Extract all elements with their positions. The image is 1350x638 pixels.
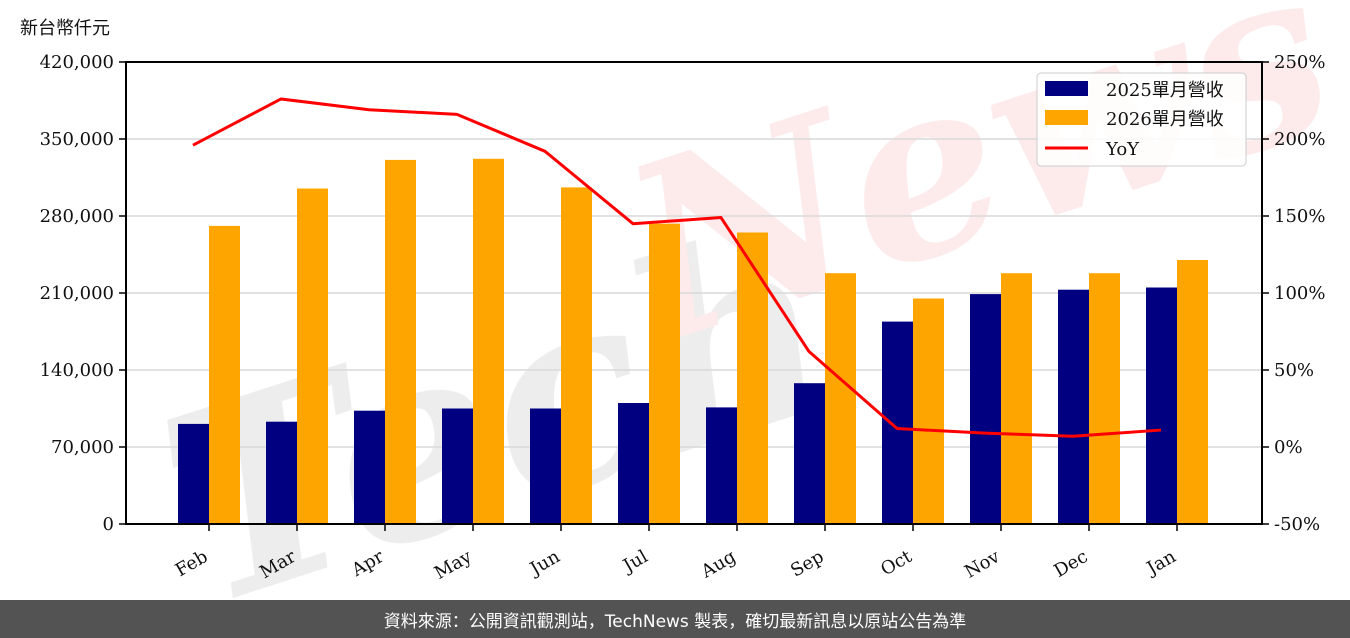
chart: Tech News 070,000140,000210,000280,00035… bbox=[40, 0, 1350, 600]
y-axis-unit-label: 新台幣仟元 bbox=[20, 18, 110, 39]
bar-2026-oct bbox=[913, 298, 944, 524]
legend-swatch-2025 bbox=[1045, 81, 1088, 96]
x-tick-label-jan: Jan bbox=[1142, 546, 1180, 580]
y2-tick-label: 0% bbox=[1274, 437, 1303, 458]
bar-series bbox=[178, 158, 1208, 525]
bar-2026-apr bbox=[385, 159, 416, 524]
y-tick-label: 280,000 bbox=[40, 206, 114, 227]
bar-2025-mar bbox=[266, 421, 297, 524]
x-tick-label-dec: Dec bbox=[1051, 546, 1092, 582]
y-axis-right-ticks: -50% 0% 50% 100% 150% 200% 250% bbox=[1262, 52, 1325, 535]
legend: 2025單月營收 2026單月營收 YoY bbox=[1036, 72, 1247, 167]
y-tick-label: 210,000 bbox=[40, 283, 114, 304]
bar-2025-jan bbox=[1146, 287, 1177, 524]
y-tick-label: 0 bbox=[103, 514, 114, 535]
bar-2025-oct bbox=[882, 321, 913, 524]
legend-label-2025: 2025單月營收 bbox=[1106, 80, 1224, 101]
legend-swatch-2026 bbox=[1045, 110, 1088, 125]
bar-2025-jun bbox=[530, 408, 561, 524]
bar-2025-feb bbox=[178, 423, 209, 524]
bar-2026-jan bbox=[1177, 260, 1208, 524]
bar-2025-aug bbox=[706, 407, 737, 524]
x-tick-label-oct: Oct bbox=[877, 546, 916, 581]
bar-2025-jul bbox=[618, 403, 649, 524]
y-tick-label: 140,000 bbox=[40, 360, 114, 381]
bar-2026-aug bbox=[737, 232, 768, 524]
y2-tick-label: 250% bbox=[1274, 52, 1325, 73]
bar-2025-apr bbox=[354, 410, 385, 524]
x-tick-label-nov: Nov bbox=[961, 546, 1004, 583]
bar-2025-may bbox=[442, 408, 473, 524]
bar-2026-jun bbox=[561, 187, 592, 524]
svg-text:News: News bbox=[590, 0, 1350, 398]
source-footer: 資料來源：公開資訊觀測站，TechNews 製表，確切最新訊息以原站公告為準 bbox=[0, 600, 1350, 638]
bar-2026-dec bbox=[1089, 273, 1120, 524]
yoy-line-series bbox=[192, 97, 1162, 438]
footer-text: 資料來源：公開資訊觀測站，TechNews 製表，確切最新訊息以原站公告為準 bbox=[383, 611, 967, 632]
y-tick-label: 350,000 bbox=[40, 129, 114, 150]
y-axis-left-ticks: 0 70,000 140,000 210,000 280,000 350,000 420,0… bbox=[40, 52, 126, 535]
y-tick-label: 420,000 bbox=[40, 52, 114, 73]
y2-tick-label: 200% bbox=[1274, 129, 1325, 150]
x-tick-label-jul: Jul bbox=[618, 546, 652, 578]
y2-tick-label: 100% bbox=[1274, 283, 1325, 304]
yoy-line bbox=[192, 97, 1162, 438]
bar-2026-mar bbox=[297, 188, 328, 524]
legend-label-yoy: YoY bbox=[1105, 139, 1140, 160]
bar-2025-sep bbox=[794, 383, 825, 524]
bar-2026-may bbox=[473, 158, 504, 525]
bar-2026-jul bbox=[649, 223, 680, 524]
bar-2025-dec bbox=[1058, 289, 1089, 524]
legend-label-2026: 2026單月營收 bbox=[1106, 109, 1224, 130]
x-tick-label-aug: Aug bbox=[697, 546, 740, 583]
y2-tick-label: 50% bbox=[1274, 360, 1314, 381]
x-tick-label-sep: Sep bbox=[787, 546, 827, 581]
bar-2026-sep bbox=[825, 273, 856, 524]
y2-tick-label: 150% bbox=[1274, 206, 1325, 227]
bar-2026-nov bbox=[1001, 273, 1032, 524]
bar-2025-nov bbox=[970, 294, 1001, 524]
y-tick-label: 70,000 bbox=[51, 437, 114, 458]
bar-2026-feb bbox=[209, 225, 240, 524]
y2-tick-label: -50% bbox=[1274, 514, 1320, 535]
